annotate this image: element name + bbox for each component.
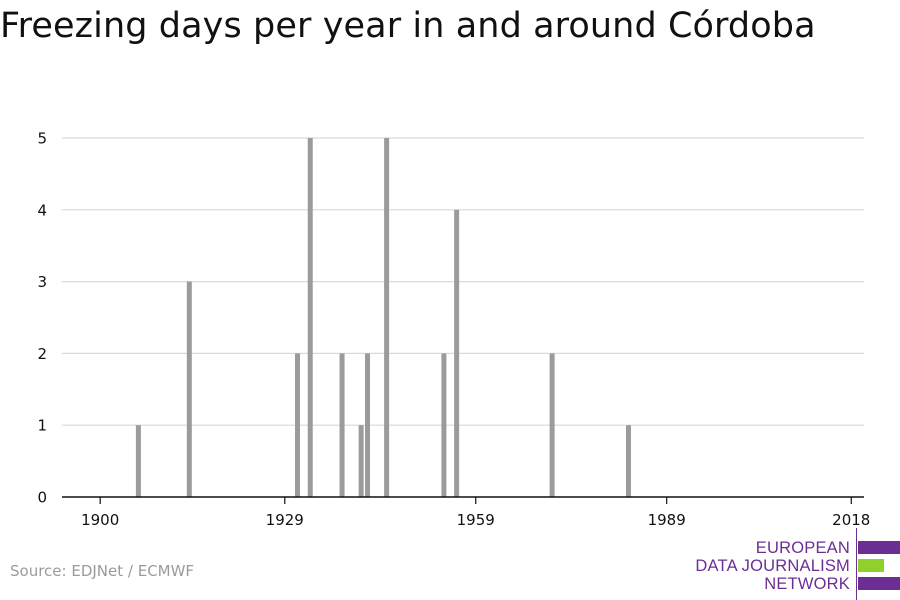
logo-bar-middle bbox=[858, 559, 884, 572]
bar-1906 bbox=[135, 425, 141, 497]
logo-line-3: NETWORK bbox=[764, 575, 850, 593]
bar-1938 bbox=[339, 353, 345, 497]
y-tick-label: 3 bbox=[37, 273, 47, 291]
x-axis: 1900 1929 1959 1989 2018 bbox=[62, 496, 870, 529]
bar-1914 bbox=[186, 281, 192, 497]
bar-1941 bbox=[358, 425, 364, 497]
x-tick-label: 1929 bbox=[266, 511, 304, 529]
x-tick-label: 1989 bbox=[648, 511, 686, 529]
y-tick-label: 4 bbox=[37, 201, 47, 219]
bar-1933 bbox=[307, 138, 313, 497]
chart-title: Freezing days per year in and around Cór… bbox=[0, 6, 816, 46]
logo-rule bbox=[856, 528, 857, 600]
x-tick-label: 2018 bbox=[832, 511, 870, 529]
bar-1971 bbox=[549, 353, 555, 497]
source-note: Source: EDJNet / ECMWF bbox=[10, 562, 195, 580]
logo-line-1: EUROPEAN bbox=[755, 539, 850, 557]
bar-1942 bbox=[365, 353, 371, 497]
grid bbox=[62, 137, 864, 426]
bar-1956 bbox=[454, 209, 460, 498]
y-axis: 0 1 2 3 4 5 bbox=[37, 130, 47, 507]
y-tick-label: 2 bbox=[37, 345, 47, 363]
y-tick-label: 0 bbox=[37, 489, 47, 507]
y-tick-label: 5 bbox=[37, 130, 47, 148]
bar-1931 bbox=[295, 353, 301, 497]
bars bbox=[135, 138, 631, 498]
logo-bar-top bbox=[858, 541, 900, 554]
logo-bar-bottom bbox=[858, 577, 900, 590]
y-tick-label: 1 bbox=[37, 417, 47, 435]
x-tick-label: 1900 bbox=[81, 511, 119, 529]
edjnet-logo: EUROPEAN DATA JOURNALISM NETWORK bbox=[690, 528, 900, 600]
bar-1983 bbox=[625, 425, 631, 497]
bar-1945 bbox=[384, 138, 390, 497]
x-tick-label: 1959 bbox=[457, 511, 495, 529]
bar-1954 bbox=[441, 353, 447, 497]
logo-line-2: DATA JOURNALISM bbox=[695, 557, 850, 575]
